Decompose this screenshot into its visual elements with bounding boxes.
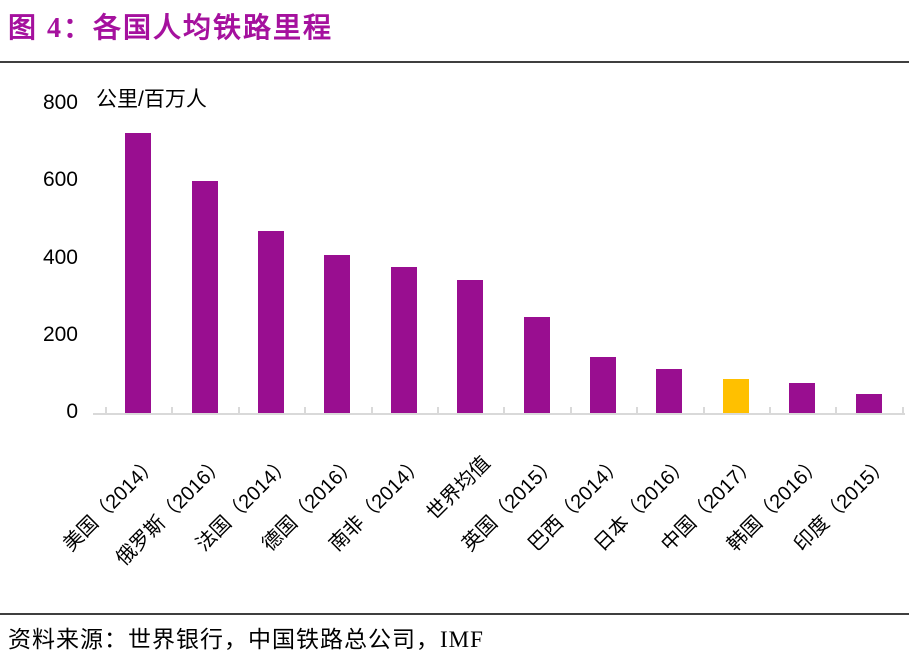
- x-tick-mark: [237, 407, 240, 414]
- y-axis-unit-label: 公里/百万人: [96, 88, 207, 111]
- bar: [855, 393, 882, 413]
- x-tick-mark: [304, 407, 307, 414]
- x-tick-mark: [769, 407, 771, 414]
- source-note: 资料来源：世界银行，中国铁路总公司，IMF: [8, 627, 484, 652]
- x-tick-mark: [437, 407, 439, 414]
- bar: [390, 266, 417, 413]
- x-tick-mark: [370, 407, 373, 414]
- bar: [789, 382, 816, 413]
- y-tick-label: 0: [66, 400, 78, 423]
- x-tick-mark: [636, 407, 639, 414]
- y-tick-label: 600: [42, 168, 78, 192]
- x-tick-mark: [569, 407, 572, 414]
- top-divider-line: [0, 61, 909, 63]
- y-tick-label: 200: [42, 322, 78, 346]
- x-axis-line: [93, 413, 905, 415]
- bar: [457, 279, 484, 413]
- bar: [523, 317, 550, 413]
- x-tick-mark: [503, 407, 506, 414]
- bar: [191, 181, 218, 413]
- x-tick-mark: [901, 407, 904, 414]
- x-tick-mark: [171, 407, 174, 414]
- x-tick-mark: [835, 407, 838, 414]
- bar-highlighted: [722, 379, 749, 413]
- x-tick-mark: [105, 407, 107, 414]
- figure-title: 图 4：各国人均铁路里程: [8, 13, 334, 44]
- y-tick-label: 800: [42, 91, 78, 114]
- bar: [656, 368, 683, 413]
- x-tick-mark: [702, 407, 705, 414]
- bar: [324, 254, 351, 413]
- bottom-divider-line: [0, 613, 909, 615]
- bar: [258, 231, 284, 413]
- bar: [590, 356, 616, 413]
- y-tick-label: 400: [42, 245, 78, 269]
- bar: [125, 132, 152, 413]
